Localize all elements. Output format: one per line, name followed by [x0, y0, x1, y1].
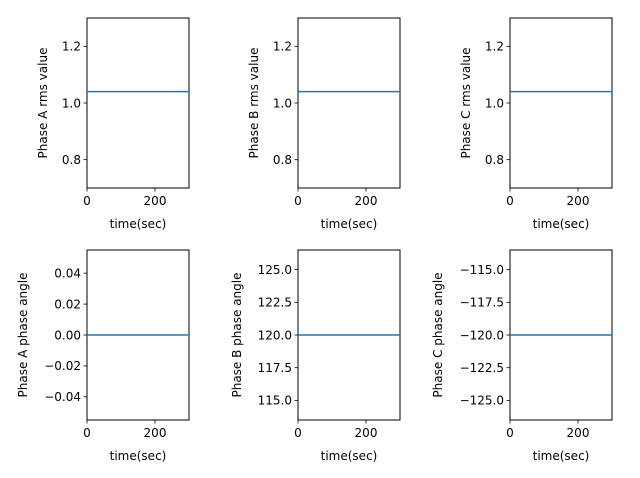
y-tick-label: 0.8 — [485, 153, 504, 167]
y-tick-label: 1.0 — [62, 96, 81, 110]
subplot-4: 0 200 −0.04 −0.02 0.00 0.02 0.04 time(sec) Phase… — [16, 249, 190, 463]
x-tick-label: 200 — [144, 426, 167, 440]
subplot-1: 0 200 0.8 1.0 1.2 time(sec) Phase A rms value — [36, 17, 190, 231]
y-tick-label: 1.2 — [62, 40, 81, 54]
y-tick-label: −122.5 — [460, 361, 504, 375]
subplot-5: 0 200 115.0 117.5 120.0 122.5 125.0 time(sec) Ph… — [230, 249, 401, 463]
x-tick-label: 0 — [83, 426, 91, 440]
y-tick-label: 122.5 — [258, 296, 292, 310]
x-tick-label: 0 — [83, 194, 91, 208]
x-tick-label: 200 — [355, 194, 378, 208]
y-tick-label: 0.02 — [54, 297, 81, 311]
x-tick-label: 200 — [567, 426, 590, 440]
y-tick-label: −117.5 — [460, 296, 504, 310]
y-tick-label: 1.2 — [485, 40, 504, 54]
y-axis-label: Phase C phase angle — [431, 272, 445, 397]
x-axis-label: time(sec) — [110, 217, 167, 231]
subplot-3: 0 200 0.8 1.0 1.2 time(sec) Phase C rms value — [459, 17, 613, 231]
subplot-2: 0 200 0.8 1.0 1.2 time(sec) Phase B rms value — [247, 17, 401, 231]
y-tick-label: −115.0 — [460, 263, 504, 277]
x-axis-label: time(sec) — [110, 449, 167, 463]
y-tick-label: 120.0 — [258, 328, 292, 342]
y-axis-label: Phase B rms value — [247, 48, 261, 159]
y-tick-label: 0.04 — [54, 266, 81, 280]
y-tick-label: 0.8 — [62, 153, 81, 167]
x-tick-label: 0 — [506, 426, 514, 440]
x-tick-label: 0 — [294, 194, 302, 208]
subplot-6: 0 200 −125.0 −122.5 −120.0 −117.5 −115.0 time(s… — [431, 249, 613, 463]
x-axis-label: time(sec) — [533, 217, 590, 231]
y-tick-label: −125.0 — [460, 394, 504, 408]
y-axis-label: Phase A phase angle — [16, 273, 30, 398]
x-tick-label: 200 — [144, 194, 167, 208]
x-tick-label: 0 — [506, 194, 514, 208]
y-tick-label: 1.0 — [273, 96, 292, 110]
y-tick-label: −0.02 — [44, 359, 81, 373]
x-axis-label: time(sec) — [533, 449, 590, 463]
x-axis-label: time(sec) — [321, 217, 378, 231]
y-tick-label: 1.2 — [273, 40, 292, 54]
x-tick-label: 200 — [355, 426, 378, 440]
y-axis-label: Phase A rms value — [36, 48, 50, 159]
y-tick-label: 117.5 — [258, 361, 292, 375]
y-tick-label: −120.0 — [460, 328, 504, 342]
y-axis-label: Phase C rms value — [459, 47, 473, 158]
y-tick-label: 0.8 — [273, 153, 292, 167]
x-axis-label: time(sec) — [321, 449, 378, 463]
y-axis-label: Phase B phase angle — [230, 272, 244, 397]
x-tick-label: 200 — [567, 194, 590, 208]
x-tick-label: 0 — [294, 426, 302, 440]
y-tick-label: 125.0 — [258, 263, 292, 277]
y-tick-label: −0.04 — [44, 390, 81, 404]
y-tick-label: 115.0 — [258, 394, 292, 408]
y-tick-label: 1.0 — [485, 96, 504, 110]
y-tick-label: 0.00 — [54, 328, 81, 342]
